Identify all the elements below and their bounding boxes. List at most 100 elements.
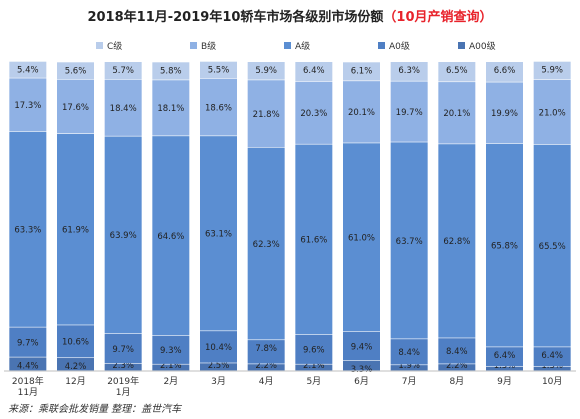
bar-segment: [438, 62, 476, 82]
x-tick-label: 2019年 1月: [107, 375, 139, 398]
bar-value-label: 61.0%: [348, 234, 375, 244]
bar-segment: [152, 62, 190, 80]
bar-segment: [343, 62, 380, 81]
bar-segment: [104, 136, 142, 334]
bar-value-label: 19.9%: [491, 109, 518, 119]
bar-segment: [247, 80, 285, 147]
bar-value-label: 65.8%: [491, 242, 518, 252]
chart-legend: C级 B级 A级 A0级 A00级: [96, 40, 496, 52]
bar-segment: [104, 363, 142, 371]
x-tick-label: 6月: [354, 376, 369, 387]
bar-value-label: 5.7%: [112, 66, 134, 76]
legend-swatch: [378, 42, 385, 49]
bar-value-label: 9.3%: [160, 346, 182, 356]
bar-segment: [104, 333, 142, 364]
bar-segment: [152, 335, 190, 364]
bar-value-label: 2.3%: [112, 361, 134, 371]
legend-label: A级: [295, 40, 310, 52]
bar-segment: [438, 338, 476, 364]
bar-value-label: 62.8%: [443, 237, 470, 247]
legend-label: A00级: [469, 40, 496, 52]
bar-value-label: 8.4%: [398, 348, 420, 358]
bar-value-label: 17.3%: [14, 101, 41, 111]
bar-segment: [247, 62, 285, 80]
x-tick-label: 8月: [449, 376, 464, 387]
bar-value-label: 18.6%: [205, 103, 232, 113]
bar-segment: [533, 61, 571, 80]
bar-value-label: 63.9%: [110, 231, 137, 241]
bar-value-label: 9.7%: [112, 345, 134, 355]
chart-title: 2018年11月-2019年10轿车市场各级别市场份额（10月产销查询）: [0, 6, 580, 25]
bar-value-label: 18.1%: [157, 104, 184, 114]
bar-value-label: 2.1%: [303, 361, 325, 371]
bar-value-label: 62.3%: [253, 240, 280, 250]
bar-value-label: 5.6%: [65, 66, 87, 76]
bar-value-label: 10.4%: [205, 343, 232, 353]
bar-segment: [152, 364, 190, 371]
bar-value-label: 5.9%: [255, 66, 277, 76]
x-tick-label: 9月: [497, 376, 512, 387]
bar-value-label: 9.4%: [351, 342, 373, 352]
bar-segment: [295, 364, 333, 371]
bar-segment: [486, 62, 523, 82]
bar-segment: [533, 144, 571, 347]
legend-swatch: [190, 42, 197, 49]
bar-value-label: 2.5%: [208, 361, 230, 371]
bar-value-label: 63.7%: [396, 237, 423, 247]
x-tick-label: 4月: [259, 376, 274, 387]
bar-segment: [390, 339, 428, 365]
bar-segment: [486, 366, 523, 371]
bar-value-label: 6.3%: [398, 66, 420, 76]
bar-segment: [390, 365, 428, 371]
x-tick-label: 12月: [65, 376, 85, 387]
bar-segment: [295, 81, 333, 144]
x-tick-label: 2月: [163, 376, 178, 387]
x-tick-label: 5月: [306, 376, 321, 387]
bar-segment: [247, 147, 285, 340]
bar-value-label: 3.3%: [351, 365, 373, 375]
bar-value-label: 7.8%: [255, 344, 277, 354]
legend-swatch: [96, 42, 103, 49]
bar-value-label: 5.9%: [541, 66, 563, 76]
legend-swatch: [458, 42, 465, 49]
bar-segment: [57, 62, 94, 80]
legend-label: A0级: [389, 40, 410, 52]
bar-value-label: 18.4%: [110, 104, 137, 114]
bar-segment: [104, 62, 142, 80]
bar-value-label: 6.4%: [541, 351, 563, 361]
bar-value-label: 5.4%: [17, 66, 39, 76]
bar-segment: [486, 347, 523, 367]
chart-source-note: 来源：乘联会批发销量 整理：盖世汽车: [8, 404, 182, 415]
bar-value-label: 61.6%: [300, 236, 327, 246]
bar-value-label: 20.3%: [300, 109, 327, 119]
bar-segment: [486, 143, 523, 347]
bar-value-label: 1.9%: [398, 361, 420, 371]
bar-segment: [533, 347, 571, 367]
bar-value-label: 61.9%: [62, 226, 89, 236]
bar-value-label: 65.5%: [539, 242, 566, 252]
bar-segment: [9, 78, 47, 132]
x-tick-label: 3月: [211, 376, 226, 387]
bar-value-label: 64.6%: [157, 232, 184, 242]
bar-segment: [247, 364, 285, 371]
bar-segment: [9, 327, 47, 357]
bar-value-label: 8.4%: [446, 347, 468, 357]
bar-segment: [343, 331, 380, 361]
bar-segment: [295, 144, 333, 335]
bar-segment: [295, 62, 333, 82]
bar-segment: [57, 325, 94, 358]
bar-segment: [57, 358, 94, 371]
bar-value-label: 10.6%: [62, 338, 89, 348]
chart-title-highlight: （10月产销查询）: [383, 10, 493, 25]
bar-value-label: 6.5%: [446, 66, 468, 76]
bar-segment: [343, 360, 380, 371]
bar-segment: [343, 143, 380, 332]
bar-segment: [104, 79, 142, 136]
bar-segment: [9, 357, 47, 371]
bar-value-label: 21.8%: [253, 110, 280, 120]
bar-segment: [152, 80, 190, 136]
bar-segment: [200, 363, 237, 371]
bar-value-label: 20.1%: [348, 108, 375, 118]
x-tick-label: 7月: [402, 376, 417, 387]
bar-segment: [295, 334, 333, 364]
